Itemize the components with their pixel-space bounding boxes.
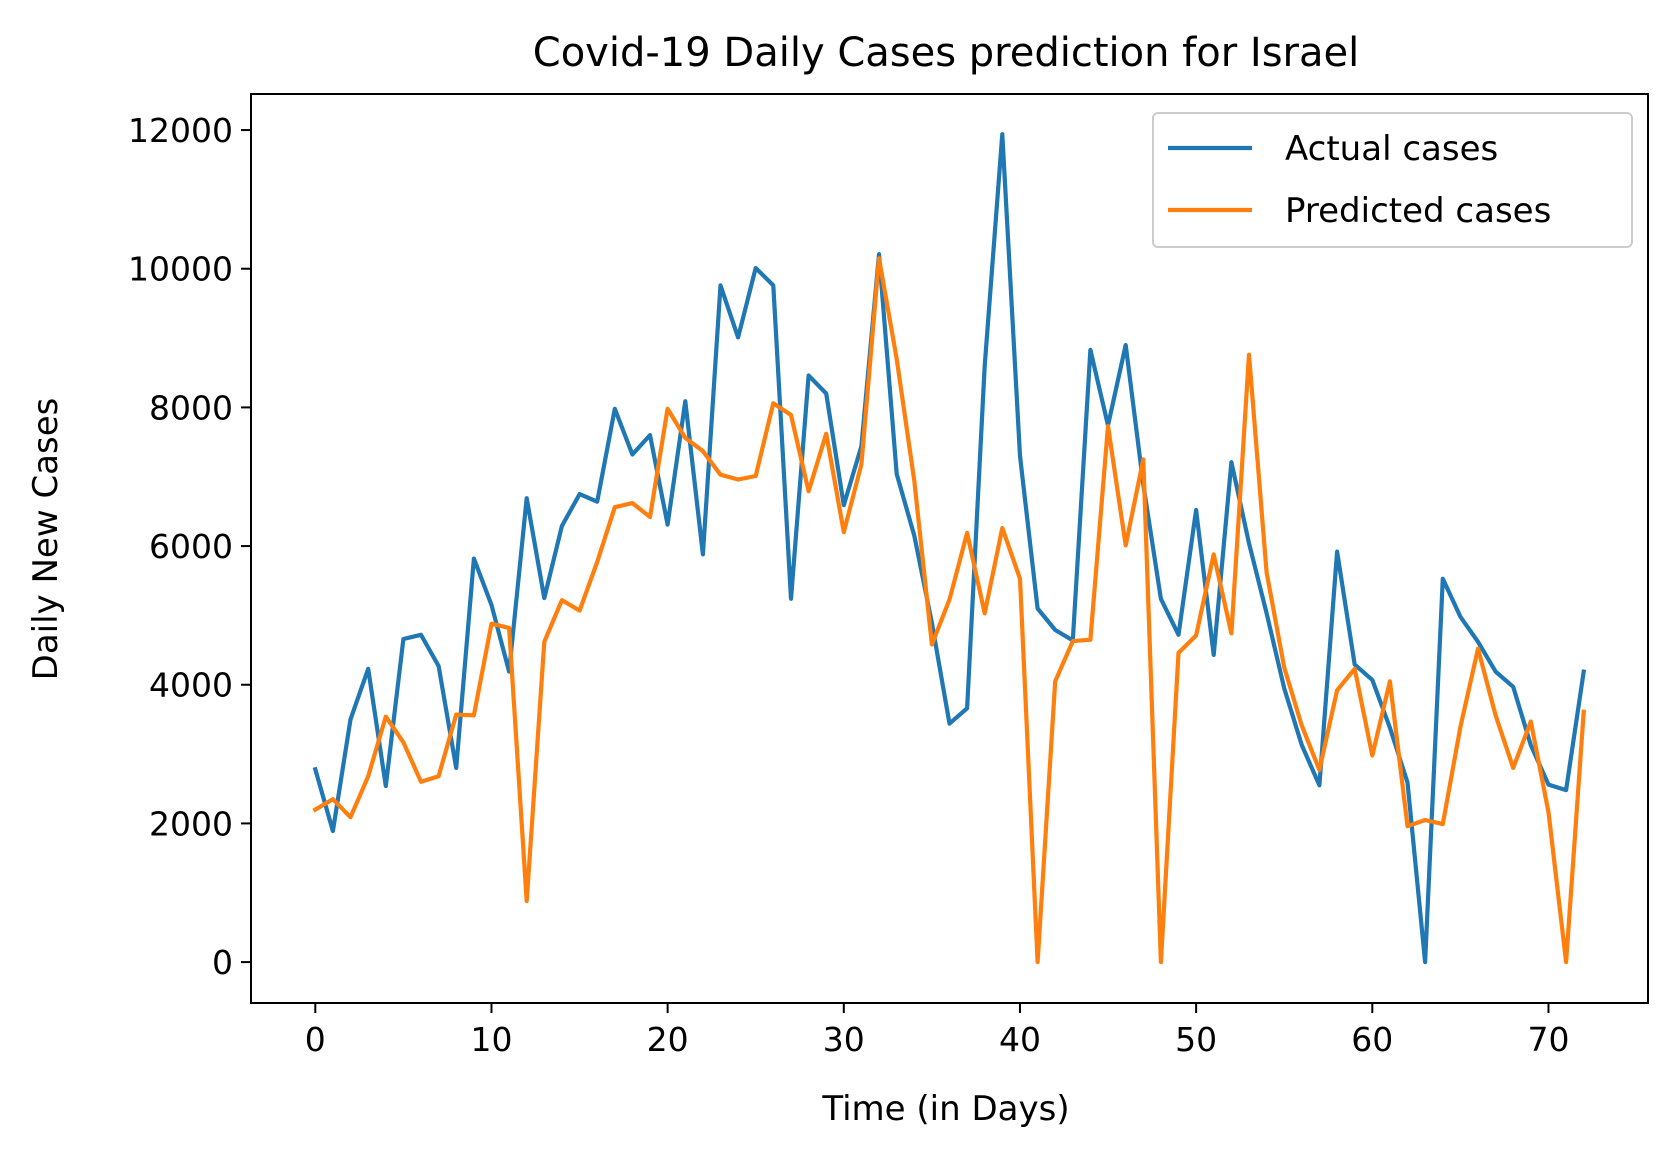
series-line-1 — [312, 132, 1587, 965]
x-tick-label: 60 — [1351, 1020, 1393, 1059]
y-tick-label: 2000 — [149, 804, 233, 843]
y-tick-label: 12000 — [128, 111, 233, 150]
x-tick-label: 10 — [470, 1020, 512, 1059]
chart-title: Covid-19 Daily Cases prediction for Isra… — [533, 30, 1359, 76]
x-tick-label: 50 — [1175, 1020, 1217, 1059]
plot-area: 0 10 20 30 40 50 60 70 0 2000 4000 6000 8000 10000 120… — [128, 93, 1649, 1059]
legend-label-2: Predicted cases — [1285, 191, 1551, 231]
x-tick-label: 30 — [823, 1020, 865, 1059]
y-tick-label: 4000 — [149, 666, 233, 705]
axes-frame — [250, 93, 1649, 1004]
y-tick-label: 6000 — [149, 527, 233, 566]
legend: Actual cases Predicted cases — [1152, 112, 1633, 248]
legend-box — [1152, 112, 1633, 248]
legend-label-1: Actual cases — [1285, 129, 1498, 169]
y-tick-label: 0 — [212, 943, 233, 982]
y-tick-label: 10000 — [128, 250, 233, 289]
x-axis-title: Time (in Days) — [821, 1089, 1069, 1129]
y-axis-title: Daily New Cases — [26, 398, 66, 681]
x-tick-label: 0 — [305, 1020, 326, 1059]
x-tick-label: 20 — [647, 1020, 689, 1059]
y-tick-label: 8000 — [149, 388, 233, 427]
x-tick-label: 70 — [1527, 1020, 1569, 1059]
series-line-2 — [312, 256, 1586, 965]
x-tick-label: 40 — [999, 1020, 1041, 1059]
